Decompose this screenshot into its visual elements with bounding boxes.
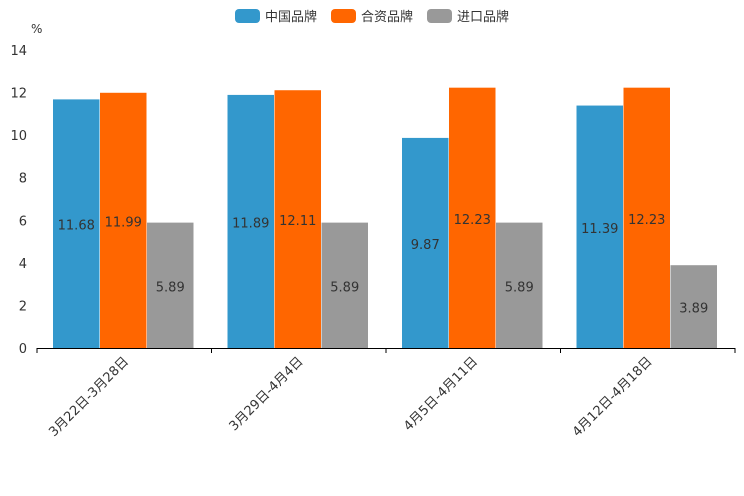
bar-value-label: 9.87 (411, 238, 440, 253)
legend-label-jv-brand: 合资品牌 (360, 10, 413, 25)
x-tick-label: 3月22日-3月28日 (46, 354, 132, 440)
legend-swatch-jv-brand (330, 8, 356, 23)
bar (53, 99, 100, 348)
bar (147, 222, 194, 348)
x-tick-label: 4月12日-4月18日 (570, 354, 656, 440)
y-tick-label: 4 (19, 257, 27, 272)
bar-value-label: 12.11 (279, 214, 316, 229)
bar-value-label: 11.89 (232, 216, 269, 231)
bar-value-label: 5.89 (156, 280, 185, 295)
legend-swatch-china-brand (234, 8, 260, 23)
legend-label-china-brand: 中国品牌 (264, 10, 317, 25)
bar-value-label: 3.89 (679, 302, 708, 317)
y-tick-label: 12 (10, 87, 27, 102)
bar-value-label: 11.99 (105, 215, 142, 230)
y-axis-unit: % (31, 22, 43, 36)
legend-swatch-import-brand (427, 8, 452, 23)
bar-value-label: 11.68 (58, 219, 95, 234)
bar (274, 90, 321, 348)
bar (100, 92, 147, 348)
bar-value-label: 12.23 (628, 213, 665, 228)
bar (623, 87, 670, 348)
x-tick-label: 4月5日-4月11日 (401, 354, 481, 434)
bar-value-label: 5.89 (505, 280, 534, 295)
bar (227, 94, 274, 348)
bar-value-label: 11.39 (581, 222, 618, 237)
y-tick-label: 2 (19, 299, 27, 314)
legend-item-china-brand[interactable]: 中国品牌 (234, 6, 317, 25)
bar (402, 137, 449, 348)
bar (670, 265, 717, 348)
bar-value-label: 12.23 (454, 213, 491, 228)
legend: 中国品牌 合资品牌 进口品牌 (0, 6, 744, 25)
bar (449, 87, 496, 348)
bar (576, 105, 623, 348)
y-tick-label: 14 (10, 44, 27, 59)
legend-item-jv-brand[interactable]: 合资品牌 (330, 6, 413, 25)
x-tick-label: 3月29日-4月4日 (227, 354, 307, 434)
legend-item-import-brand[interactable]: 进口品牌 (427, 6, 509, 25)
y-tick-label: 0 (19, 342, 27, 357)
y-tick-label: 10 (10, 129, 27, 144)
legend-label-import-brand: 进口品牌 (457, 10, 510, 25)
bar (321, 222, 368, 348)
bar (496, 222, 543, 348)
y-tick-label: 6 (19, 214, 27, 229)
y-tick-label: 8 (19, 172, 27, 187)
bar-value-label: 5.89 (330, 280, 359, 295)
